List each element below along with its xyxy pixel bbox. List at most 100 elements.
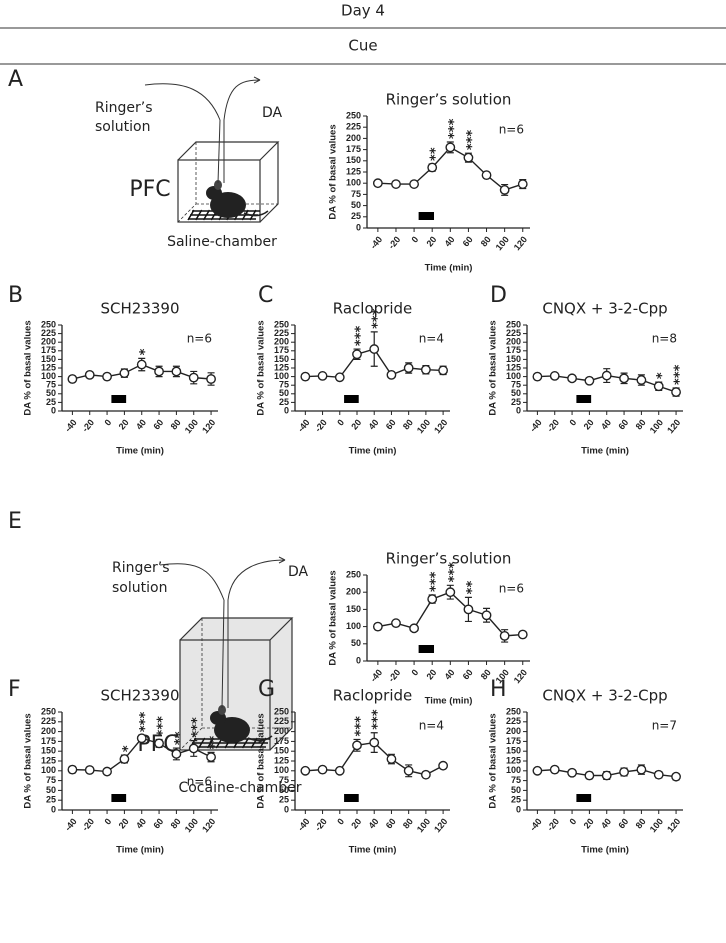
x-tick-label: 80 bbox=[169, 417, 183, 431]
n-label: n=8 bbox=[652, 332, 677, 346]
x-tick-label: -40 bbox=[368, 234, 384, 250]
chart-title: CNQX + 3-2-Cpp bbox=[542, 300, 667, 318]
x-tick-label: 0 bbox=[335, 417, 346, 427]
y-tick-label: 100 bbox=[41, 371, 56, 381]
data-point bbox=[619, 767, 629, 777]
figure-title: Day 4 bbox=[341, 2, 385, 20]
data-point bbox=[463, 604, 474, 615]
data-point bbox=[517, 179, 528, 189]
x-tick-label: 80 bbox=[169, 816, 183, 830]
x-tick-label: 60 bbox=[151, 816, 165, 830]
n-label: n=4 bbox=[419, 719, 444, 733]
y-tick-label: 0 bbox=[284, 405, 289, 415]
x-tick-label: 60 bbox=[151, 417, 165, 431]
inlet-label: solution bbox=[112, 580, 167, 596]
data-point bbox=[619, 373, 629, 384]
x-tick-label: 0 bbox=[568, 816, 579, 826]
data-point bbox=[67, 374, 78, 384]
y-tick-label: 150 bbox=[41, 354, 56, 364]
x-tick-label: -20 bbox=[386, 234, 402, 250]
x-tick-label: 0 bbox=[103, 816, 114, 826]
cue-bar bbox=[344, 395, 359, 403]
significance: *** bbox=[354, 325, 369, 346]
y-tick-label: 175 bbox=[274, 736, 289, 746]
y-tick-label: 125 bbox=[41, 362, 56, 372]
cue-bar bbox=[418, 212, 435, 220]
y-tick-label: 25 bbox=[46, 795, 56, 805]
significance: *** bbox=[673, 364, 688, 385]
data-point bbox=[463, 152, 474, 163]
x-tick-label: -20 bbox=[545, 417, 561, 433]
data-point bbox=[352, 349, 362, 360]
x-tick-label: 80 bbox=[479, 667, 493, 681]
data-point bbox=[409, 179, 419, 189]
significance: *** bbox=[354, 716, 369, 737]
y-tick-label: 175 bbox=[506, 345, 521, 355]
data-point bbox=[653, 769, 664, 780]
y-tick-label: 175 bbox=[346, 144, 361, 154]
x-tick-label: 0 bbox=[410, 234, 421, 244]
y-tick-label: 125 bbox=[41, 755, 56, 765]
y-tick-label: 250 bbox=[346, 569, 361, 579]
data-point bbox=[206, 752, 216, 762]
y-tick-label: 50 bbox=[351, 200, 361, 210]
n-label: n=6 bbox=[187, 775, 212, 789]
y-tick-label: 75 bbox=[46, 775, 56, 785]
data-point bbox=[409, 623, 419, 634]
data-point bbox=[567, 767, 577, 778]
data-point bbox=[499, 185, 510, 195]
y-tick-label: 175 bbox=[41, 345, 56, 355]
data-point bbox=[671, 387, 681, 397]
y-tick-label: 100 bbox=[41, 765, 56, 775]
data-point bbox=[84, 765, 95, 775]
y-tick-label: 125 bbox=[506, 362, 521, 372]
x-tick-label: -40 bbox=[63, 816, 79, 832]
chart-title: Raclopride bbox=[333, 300, 412, 318]
y-tick-label: 100 bbox=[506, 371, 521, 381]
x-tick-label: -40 bbox=[63, 417, 79, 433]
y-tick-label: 100 bbox=[346, 621, 361, 631]
y-tick-label: 225 bbox=[274, 716, 289, 726]
panel-letter: E bbox=[8, 509, 22, 534]
y-tick-label: 150 bbox=[346, 604, 361, 614]
x-tick-label: -20 bbox=[313, 816, 329, 832]
significance: ** bbox=[173, 731, 188, 745]
data-point bbox=[601, 370, 612, 381]
data-point bbox=[601, 770, 612, 781]
chamber-label: Saline-chamber bbox=[167, 234, 277, 250]
x-tick-label: 20 bbox=[424, 234, 438, 248]
y-tick-label: 50 bbox=[511, 785, 521, 795]
data-point bbox=[567, 373, 577, 384]
x-tick-label: 20 bbox=[582, 417, 596, 431]
y-tick-label: 0 bbox=[51, 804, 56, 814]
significance: *** bbox=[465, 130, 480, 151]
significance: *** bbox=[371, 709, 386, 730]
mouse-tail bbox=[243, 210, 269, 217]
y-tick-label: 50 bbox=[46, 785, 56, 795]
data-point bbox=[517, 629, 528, 640]
grid-floor bbox=[189, 737, 270, 749]
data-point bbox=[317, 371, 328, 381]
data-point bbox=[403, 363, 414, 373]
outlet-arrow bbox=[227, 556, 286, 601]
data-point bbox=[532, 371, 543, 382]
y-tick-label: 25 bbox=[511, 397, 521, 407]
data-point bbox=[119, 754, 130, 764]
data-point bbox=[445, 142, 456, 153]
significance: *** bbox=[447, 562, 462, 583]
data-point bbox=[481, 610, 492, 621]
significance: ** bbox=[429, 147, 444, 161]
chart-title: Ringer’s solution bbox=[386, 91, 512, 109]
x-tick-label: 0 bbox=[410, 667, 421, 677]
data-point bbox=[188, 743, 199, 754]
data-point bbox=[369, 344, 380, 354]
y-tick-label: 175 bbox=[506, 736, 521, 746]
data-point bbox=[427, 162, 438, 173]
y-tick-label: 75 bbox=[511, 380, 521, 390]
n-label: n=6 bbox=[187, 332, 212, 346]
panel-letter: C bbox=[258, 283, 273, 308]
data-point bbox=[317, 764, 328, 775]
x-tick-label: 60 bbox=[616, 417, 630, 431]
panel-letter: G bbox=[258, 677, 275, 702]
